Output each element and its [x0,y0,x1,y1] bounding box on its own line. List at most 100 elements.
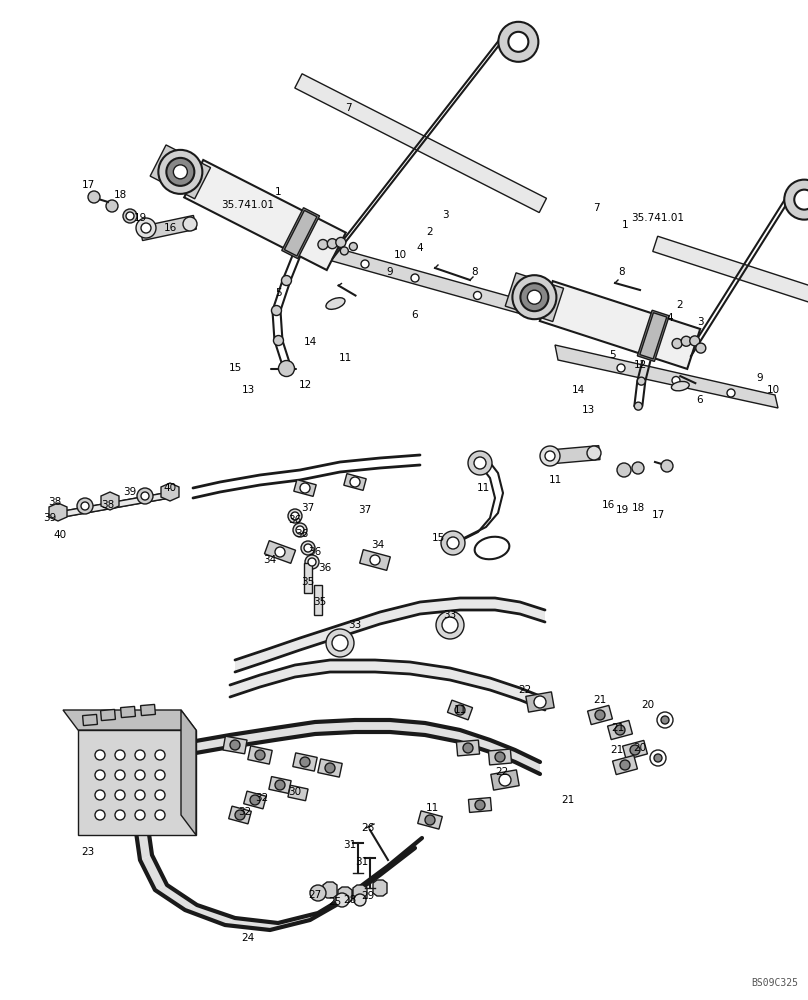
Polygon shape [653,236,808,308]
Text: 14: 14 [571,385,585,395]
Circle shape [349,243,357,251]
Text: 5: 5 [608,350,616,360]
Circle shape [455,705,465,715]
Text: 38: 38 [101,500,115,510]
Circle shape [650,750,666,766]
Polygon shape [120,706,136,718]
Circle shape [275,547,285,557]
Polygon shape [640,313,667,359]
Text: 5: 5 [275,288,281,298]
Circle shape [794,190,808,210]
Text: 23: 23 [82,847,95,857]
Circle shape [155,750,165,760]
Circle shape [425,815,435,825]
Ellipse shape [671,381,689,391]
Polygon shape [515,750,540,774]
Text: 25: 25 [328,897,342,907]
Polygon shape [544,446,600,464]
Polygon shape [49,503,67,521]
Circle shape [336,237,346,247]
Circle shape [158,150,202,194]
Text: 27: 27 [309,890,322,900]
Polygon shape [230,675,260,697]
Polygon shape [318,759,343,777]
Circle shape [300,483,310,493]
Polygon shape [355,720,390,732]
Text: 36: 36 [318,563,331,573]
Polygon shape [295,74,546,213]
Text: 39: 39 [44,513,57,523]
Polygon shape [448,700,473,720]
Circle shape [136,218,156,238]
Polygon shape [58,492,170,518]
Circle shape [617,463,631,477]
Circle shape [115,770,125,780]
Circle shape [632,462,644,474]
Circle shape [174,165,187,179]
Circle shape [340,247,348,255]
Circle shape [296,526,304,534]
Circle shape [634,402,642,410]
Text: 4: 4 [417,243,423,253]
Circle shape [305,555,319,569]
Circle shape [155,810,165,820]
Text: 6: 6 [696,395,703,405]
Polygon shape [450,668,490,690]
Circle shape [638,377,646,385]
Circle shape [475,800,485,810]
Polygon shape [353,885,367,901]
Polygon shape [526,692,554,712]
Text: 16: 16 [601,500,615,510]
Text: 20: 20 [633,743,646,753]
Text: 2: 2 [676,300,684,310]
Text: BS09C325: BS09C325 [751,978,798,988]
Polygon shape [555,345,778,408]
Circle shape [95,790,105,800]
Circle shape [436,611,464,639]
Text: 8: 8 [472,267,478,277]
Text: 11: 11 [425,803,439,813]
Text: 34: 34 [263,555,276,565]
Polygon shape [345,866,388,900]
Polygon shape [244,791,267,809]
Text: 9: 9 [387,267,393,277]
Polygon shape [155,885,197,910]
Circle shape [540,446,560,466]
Polygon shape [284,210,317,256]
Text: 16: 16 [163,223,177,233]
Bar [304,563,312,593]
Polygon shape [418,811,442,829]
Circle shape [361,260,369,268]
Text: 36: 36 [288,515,301,525]
Polygon shape [315,720,355,734]
Circle shape [727,389,735,397]
Circle shape [326,629,354,657]
Text: 17: 17 [82,180,95,190]
Polygon shape [505,273,564,322]
Circle shape [350,477,360,487]
Circle shape [275,780,285,790]
Polygon shape [82,714,98,726]
Circle shape [81,502,89,510]
Polygon shape [425,723,460,742]
Text: 8: 8 [619,267,625,277]
Circle shape [499,774,511,786]
Polygon shape [78,730,196,835]
Text: 35: 35 [301,577,314,587]
Polygon shape [380,838,422,875]
Circle shape [495,752,505,762]
Text: 33: 33 [348,620,362,630]
Text: 11: 11 [477,483,490,493]
Text: 30: 30 [288,787,301,797]
Polygon shape [275,722,315,740]
Text: 32: 32 [238,807,251,817]
Circle shape [271,306,281,316]
Polygon shape [150,145,211,199]
Polygon shape [181,710,196,835]
Text: 3: 3 [442,210,448,220]
Text: 26: 26 [361,823,375,833]
Polygon shape [185,905,235,925]
Polygon shape [380,602,420,624]
Polygon shape [282,208,319,259]
Circle shape [661,716,669,724]
